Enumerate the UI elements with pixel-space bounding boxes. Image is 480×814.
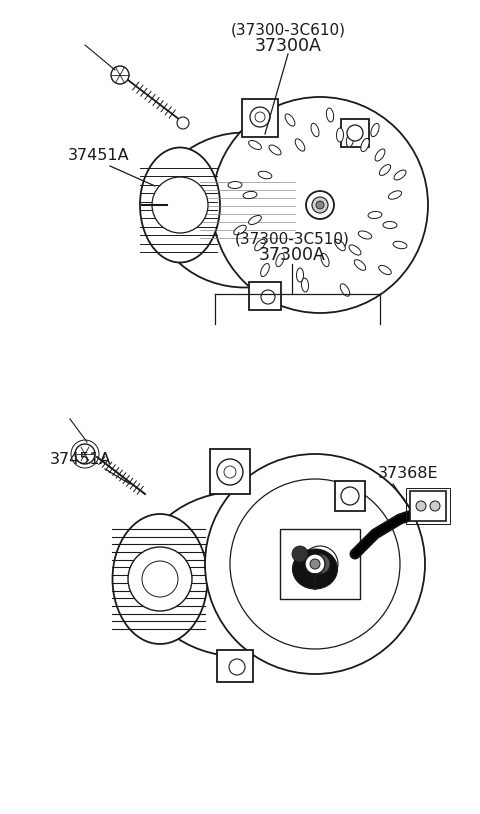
Bar [406,488,450,524]
Ellipse shape [301,278,309,292]
Circle shape [111,66,129,84]
Circle shape [305,554,325,574]
Bar [217,650,253,682]
Circle shape [250,107,270,127]
Circle shape [416,501,426,511]
Circle shape [142,561,178,597]
Bar [249,282,281,310]
Circle shape [310,559,320,569]
Ellipse shape [243,191,257,199]
Ellipse shape [112,514,207,644]
Ellipse shape [354,260,366,270]
Ellipse shape [234,225,246,234]
Ellipse shape [261,264,269,277]
Ellipse shape [361,138,369,151]
Ellipse shape [255,239,265,251]
Ellipse shape [295,139,305,151]
Ellipse shape [383,221,397,229]
Circle shape [261,290,275,304]
Text: 37300A: 37300A [259,246,325,264]
Bar [335,481,365,511]
Ellipse shape [358,231,372,239]
Text: (37300-3C610): (37300-3C610) [230,23,346,37]
Circle shape [292,546,308,562]
Bar [410,491,446,521]
Circle shape [205,454,425,674]
Circle shape [430,501,440,511]
Ellipse shape [276,253,284,267]
Ellipse shape [394,170,406,180]
Circle shape [152,177,208,233]
Bar [210,449,250,494]
Circle shape [75,444,95,464]
Ellipse shape [249,141,262,150]
Ellipse shape [155,133,335,287]
Ellipse shape [388,190,402,199]
Circle shape [341,487,359,505]
Ellipse shape [311,123,319,137]
Ellipse shape [379,164,391,176]
Circle shape [217,459,243,485]
Ellipse shape [140,492,340,657]
Ellipse shape [393,241,407,249]
Circle shape [302,546,338,582]
Ellipse shape [347,133,354,147]
Circle shape [230,479,400,649]
Bar [242,99,278,137]
Ellipse shape [297,268,303,282]
Ellipse shape [228,182,242,189]
Circle shape [224,466,236,478]
Circle shape [310,554,330,574]
Text: 37451A: 37451A [50,452,112,466]
Bar [280,529,360,599]
Circle shape [177,117,189,129]
Ellipse shape [258,171,272,179]
Ellipse shape [140,147,220,262]
Text: 37300A: 37300A [254,37,322,55]
Bar [341,119,369,147]
Circle shape [255,112,265,122]
Ellipse shape [371,124,379,137]
Ellipse shape [335,239,345,251]
Circle shape [229,659,245,675]
Ellipse shape [326,108,334,122]
Circle shape [312,197,328,213]
Ellipse shape [321,253,329,267]
Ellipse shape [285,114,295,126]
Circle shape [128,547,192,611]
Ellipse shape [269,145,281,155]
Text: 37451A: 37451A [68,148,130,164]
Circle shape [212,97,428,313]
Ellipse shape [375,149,385,161]
Circle shape [347,125,363,141]
Text: (37300-3C510): (37300-3C510) [235,231,349,247]
Ellipse shape [368,212,382,218]
Ellipse shape [340,284,350,296]
Ellipse shape [379,265,391,274]
Text: 37368E: 37368E [378,466,439,482]
Circle shape [306,191,334,219]
Ellipse shape [336,128,344,142]
Ellipse shape [349,245,361,255]
Ellipse shape [249,216,262,225]
Circle shape [316,201,324,209]
Ellipse shape [292,549,337,589]
